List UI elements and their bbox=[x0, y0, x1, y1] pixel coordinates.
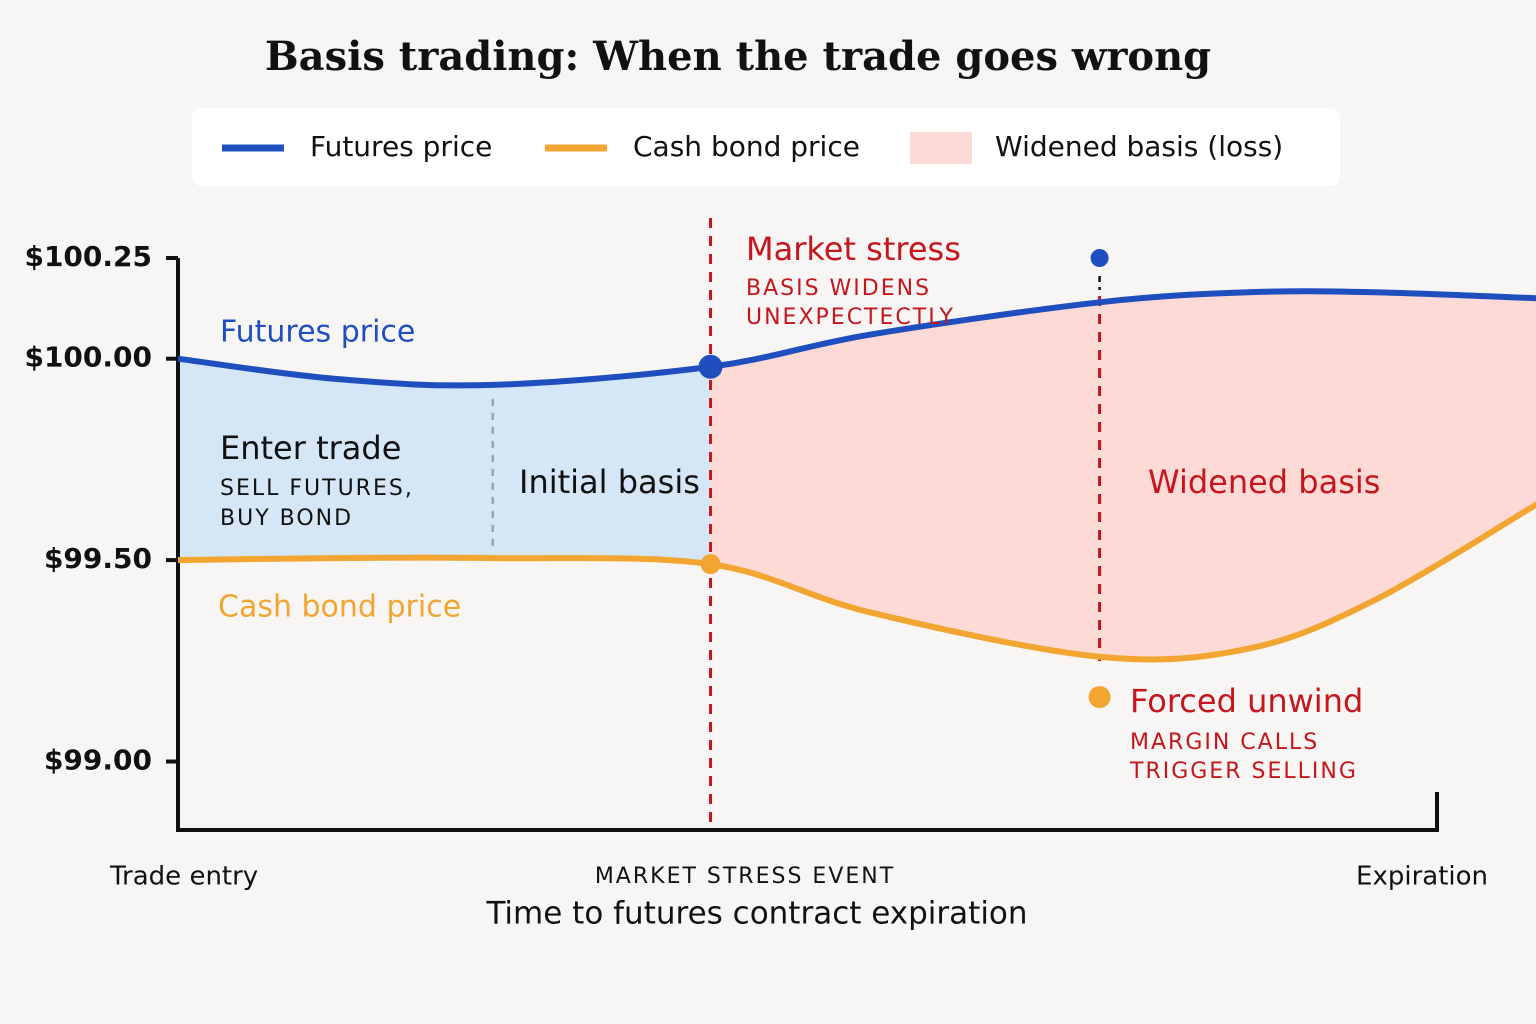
legend-swatch bbox=[910, 132, 972, 164]
legend-label: Widened basis (loss) bbox=[995, 130, 1283, 163]
basis-area bbox=[710, 291, 1536, 660]
annotation: Futures price bbox=[220, 315, 415, 350]
annotation: Enter trade bbox=[220, 429, 401, 467]
annotation: SELL FUTURES, bbox=[220, 476, 414, 501]
chart-title: Basis trading: When the trade goes wrong bbox=[265, 33, 1211, 80]
line bbox=[177, 288, 1536, 389]
point bbox=[700, 554, 721, 575]
annotation: BUY BOND bbox=[220, 506, 353, 531]
annotation: Market stress bbox=[746, 230, 961, 268]
legend bbox=[192, 108, 1340, 186]
x-label: Trade entry bbox=[109, 862, 258, 892]
marker bbox=[1090, 249, 1109, 267]
x-label: Expiration bbox=[1356, 862, 1488, 892]
annotation: Initial basis bbox=[519, 463, 700, 501]
y-tick-label: $100.25 bbox=[24, 240, 152, 273]
annotation: MARGIN CALLS bbox=[1130, 730, 1319, 755]
y-tick-label: $100.00 bbox=[24, 341, 152, 374]
x-axis-title: Time to futures contract expiration bbox=[485, 896, 1027, 932]
annotation: TRIGGER SELLING bbox=[1129, 759, 1358, 784]
annotations: Futures price Cash bond price Enter trad… bbox=[218, 230, 1380, 784]
y-tick-label: $99.00 bbox=[44, 744, 152, 777]
line bbox=[177, 501, 1536, 663]
point bbox=[698, 354, 723, 379]
annotation: BASIS WIDENS bbox=[746, 276, 931, 301]
basis-area bbox=[178, 358, 711, 565]
annotation: Cash bond price bbox=[218, 590, 461, 625]
marker bbox=[1088, 686, 1111, 709]
plot: $100.25 $100.00 $99.50 $99.00 bbox=[24, 218, 1536, 832]
annotation: Forced unwind bbox=[1130, 682, 1363, 720]
legend-label: Futures price bbox=[310, 130, 492, 163]
legend-items: Futures price Cash bond price Widened basi… bbox=[222, 130, 1283, 164]
x-label: MARKET STRESS EVENT bbox=[595, 864, 895, 889]
y-tick-label: $99.50 bbox=[44, 542, 152, 575]
annotation: Widened basis bbox=[1148, 463, 1380, 501]
legend-label: Cash bond price bbox=[633, 130, 860, 163]
annotation: UNEXPECTECTLY bbox=[746, 305, 955, 330]
